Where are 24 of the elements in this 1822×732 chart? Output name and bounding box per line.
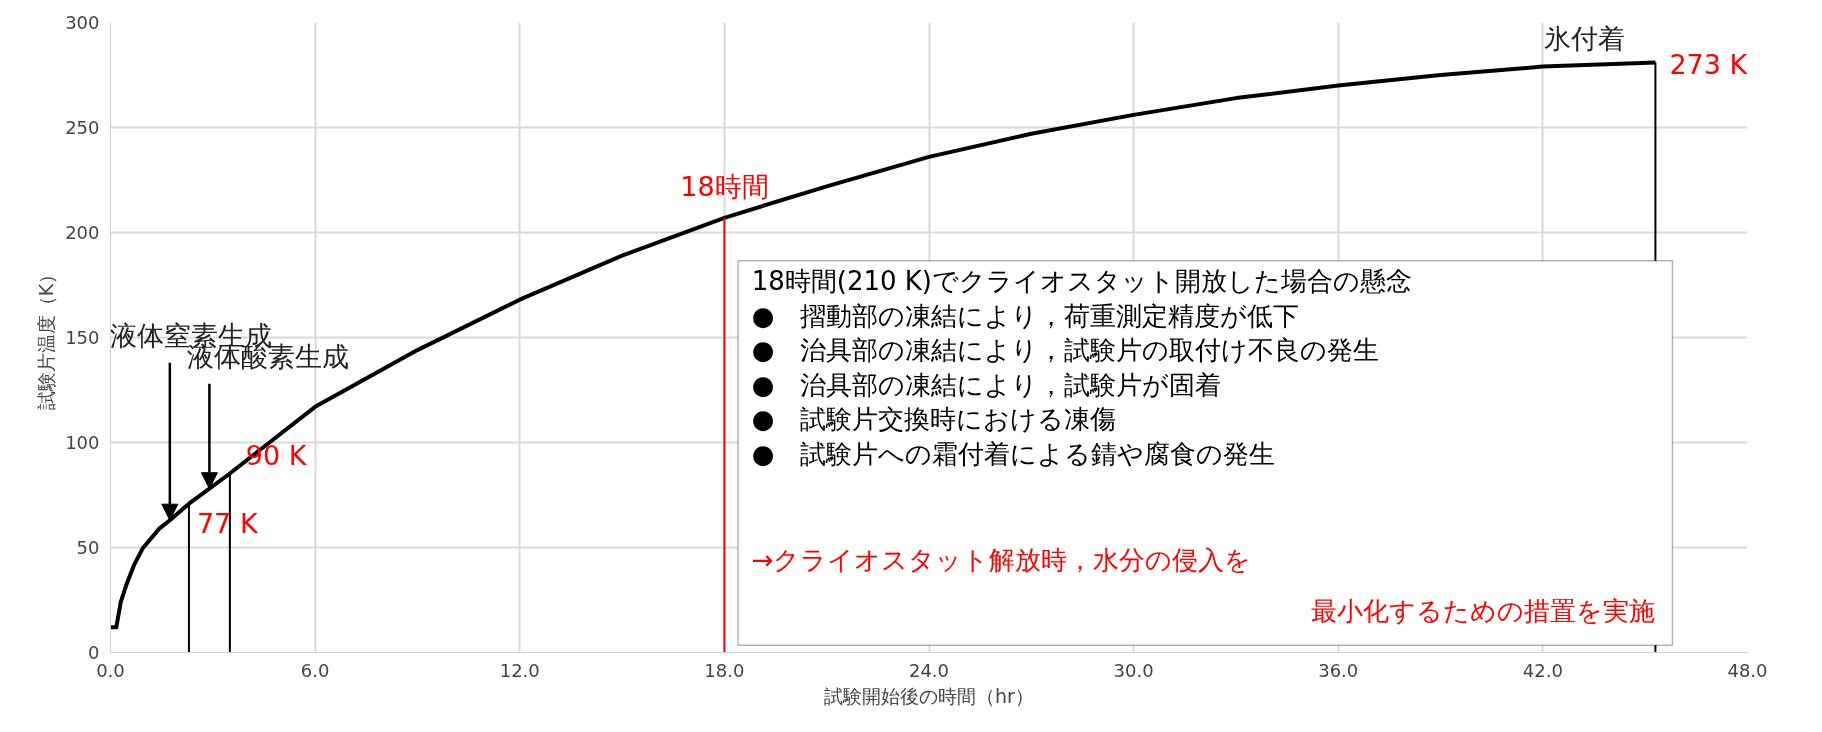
x-axis-title: 試験開始後の時間（hr） — [824, 684, 1034, 707]
y-tick-label: 200 — [65, 222, 100, 243]
ref-line-label: 90 K — [245, 440, 308, 472]
y-tick-label: 50 — [76, 537, 100, 558]
x-tick-label: 12.0 — [499, 659, 540, 681]
ref-line-label: 77 K — [196, 507, 259, 539]
annotation: 氷付着 — [1544, 23, 1626, 55]
y-tick-label: 150 — [65, 327, 100, 348]
y-tick-label: 250 — [65, 117, 100, 138]
y-tick-label: 100 — [65, 432, 100, 453]
ref-line-label: 18時間 — [680, 170, 769, 202]
y-axis-title: 試験片温度（K） — [35, 264, 58, 411]
x-tick-label: 36.0 — [1318, 659, 1359, 681]
ref-line-label: 273 K — [1669, 48, 1749, 80]
x-tick-label: 48.0 — [1727, 659, 1768, 681]
x-tick-label: 18.0 — [704, 659, 745, 681]
annotation: 18時間(210 K)でクライオスタット開放した場合の懸念 ● 摺動部の凍結により，荷重測定精度が低下 ● 治具部の凍結により，試験片の取付け不良の発生 ● 治具部の凍結により，試験片が固着 ● 試験片交換時における凍傷 ● 試験片への霜付着による錆や腐食の発生 — [751, 266, 1412, 469]
x-tick-label: 30.0 — [1113, 659, 1154, 681]
x-tick-label: 6.0 — [300, 659, 330, 681]
x-tick-label: 24.0 — [908, 659, 950, 681]
y-tick-label: 300 — [65, 12, 100, 33]
annotation: 最小化するための措置を実施 — [1311, 595, 1656, 626]
annotation: →クライオスタット解放時，水分の侵入を — [751, 545, 1252, 576]
x-tick-label: 42.0 — [1522, 659, 1563, 681]
